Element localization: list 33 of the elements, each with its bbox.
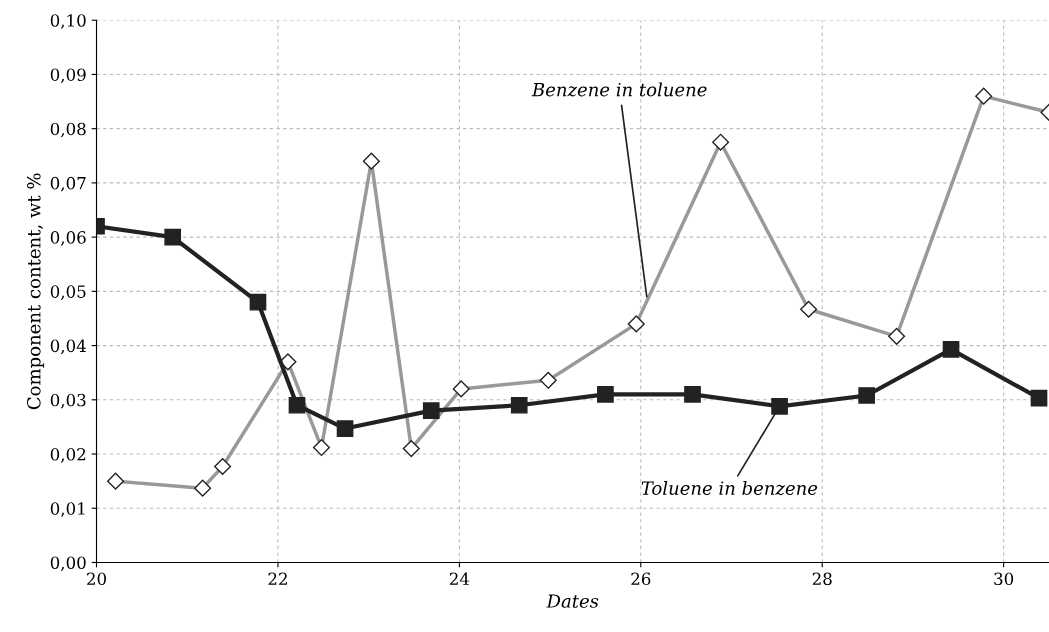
point [164,228,182,246]
y-tick-label: 0,00 [50,556,86,572]
point [1030,389,1048,407]
point [771,397,788,415]
y-axis-title: Component content, wt % [26,173,45,410]
y-tick-label: 0,04 [50,339,86,355]
y-tick-label: 0,02 [50,447,86,463]
x-tick-label: 24 [449,572,470,585]
x-tick-label: 22 [268,572,287,585]
y-tick-label: 0,03 [50,393,86,409]
y-tick-label: 0,05 [50,285,86,300]
x-tick-label: 30 [994,572,1014,586]
annotation: Benzene in toluene [531,82,707,97]
point [249,293,267,311]
point [858,387,875,404]
point [942,341,960,358]
point [597,386,614,403]
point [288,396,306,414]
annotation: Toluene in benzene [641,480,818,496]
point [684,386,701,403]
y-tick-label: 0,09 [50,68,86,84]
y-tick-label: 0,06 [50,231,86,246]
x-tick-label: 26 [631,572,651,586]
x-tick-label: 28 [812,572,832,586]
x-axis-title: Dates [546,594,599,608]
y-tick-label: 0,07 [50,176,86,192]
y-tick-label: 0,08 [50,122,86,138]
y-tick-label: 0,10 [50,14,86,29]
y-tick-label: 0,01 [50,502,85,517]
point [510,396,528,414]
point [336,420,354,437]
point [422,402,440,419]
x-tick-label: 20 [87,572,107,586]
